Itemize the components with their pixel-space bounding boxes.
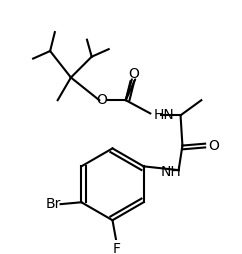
Text: F: F (112, 242, 120, 254)
Text: O: O (208, 138, 219, 153)
Text: HN: HN (154, 108, 175, 122)
Text: O: O (97, 93, 107, 107)
Text: O: O (128, 67, 139, 81)
Text: NH: NH (161, 165, 182, 179)
Text: Br: Br (45, 197, 61, 211)
